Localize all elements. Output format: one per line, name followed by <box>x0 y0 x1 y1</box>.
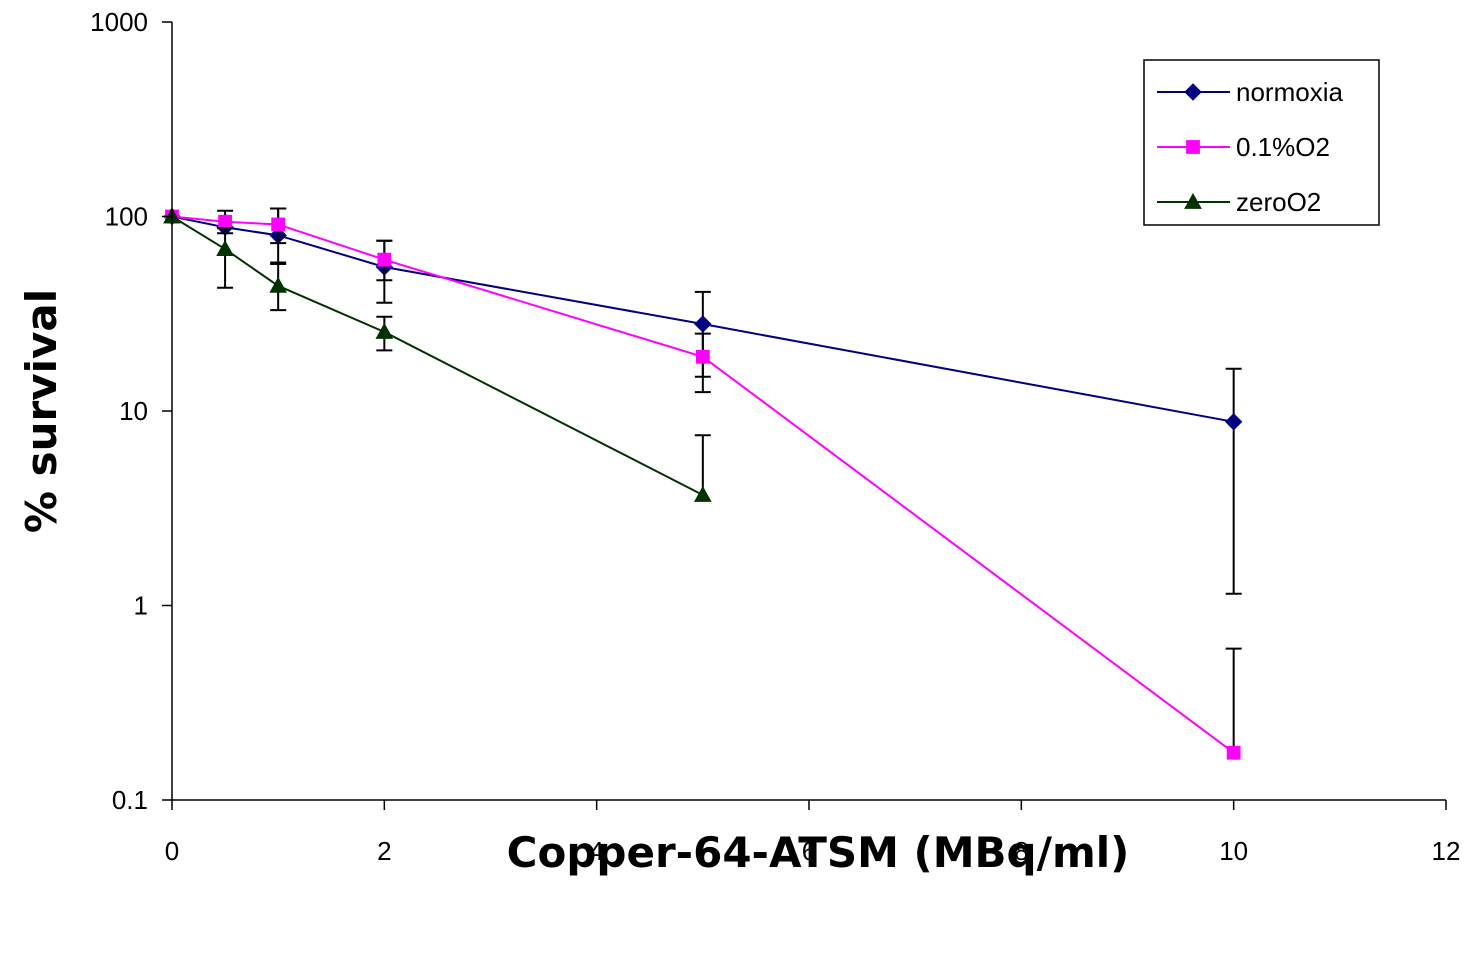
data-point <box>693 485 712 502</box>
data-point <box>269 276 288 293</box>
data-point <box>218 214 232 229</box>
legend-label: zeroO2 <box>1236 187 1321 217</box>
y-tick-label: 100 <box>105 202 148 232</box>
series-zeroO2 <box>163 207 712 502</box>
x-tick-label: 10 <box>1219 836 1248 866</box>
x-tick-label: 8 <box>1014 836 1028 866</box>
x-axis-title: Copper-64-ATSM (MBq/ml) <box>507 828 1130 877</box>
series-line <box>171 215 704 496</box>
data-point <box>1226 745 1241 760</box>
x-tick-label: 0 <box>165 836 179 866</box>
legend-marker <box>1186 140 1200 154</box>
plot-area <box>163 207 1243 760</box>
legend: normoxia 0.1%O2 zeroO2 <box>1143 59 1380 226</box>
y-ticks: 0.1 1 10 100 1000 <box>90 7 172 815</box>
legend-label: normoxia <box>1236 77 1343 107</box>
y-axis-title: % survival <box>17 289 66 533</box>
y-tick-label: 1 <box>134 591 148 621</box>
series-line <box>171 215 1235 754</box>
series-line <box>171 215 1234 423</box>
data-point <box>694 315 712 333</box>
data-point <box>377 252 392 267</box>
y-tick-label: 0.1 <box>112 785 148 815</box>
legend-marker <box>1184 192 1202 209</box>
x-tick-label: 2 <box>377 836 391 866</box>
x-tick-label: 6 <box>802 836 816 866</box>
y-tick-label: 10 <box>119 396 148 426</box>
data-point <box>695 349 710 364</box>
data-point <box>1224 413 1243 431</box>
data-point <box>216 240 234 256</box>
data-point <box>375 322 394 339</box>
legend-label: 0.1%O2 <box>1236 132 1330 162</box>
y-tick-label: 1000 <box>90 7 148 37</box>
x-ticks: 0 2 4 6 8 10 12 <box>165 800 1461 866</box>
data-point <box>271 217 286 232</box>
x-tick-label: 4 <box>589 836 603 866</box>
legend-marker <box>1184 83 1202 101</box>
series-normoxia <box>163 207 1243 595</box>
legend-box <box>1143 59 1380 226</box>
x-tick-label: 12 <box>1432 836 1461 866</box>
